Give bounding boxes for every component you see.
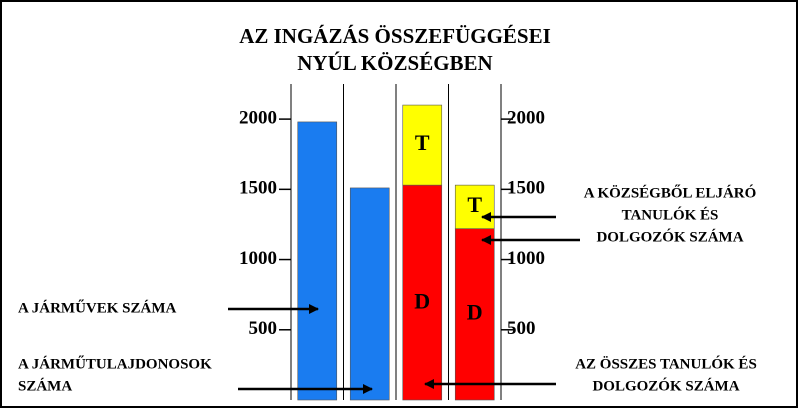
y-tick-label: 2000 <box>239 107 277 128</box>
segment-label: T <box>467 192 482 217</box>
annotation: TANULÓK ÉS <box>622 206 719 223</box>
bar-segment <box>402 104 443 186</box>
bar-segment <box>402 184 443 401</box>
annotation: AZ ÖSSZES TANULÓK ÉS <box>575 355 757 372</box>
segment-label: T <box>415 130 430 155</box>
annotation: A KÖZSÉGBŐL ELJÁRÓ <box>584 184 757 201</box>
annotation: SZÁMA <box>18 377 72 394</box>
annotation: A JÁRMŰVEK SZÁMA <box>18 299 177 316</box>
bar-segment <box>349 187 390 401</box>
y2-tick-label: 2000 <box>507 107 545 128</box>
chart-title: AZ INGÁZÁS ÖSSZEFÜGGÉSEI <box>239 24 551 48</box>
y2-tick-label: 1000 <box>507 248 545 269</box>
chart-title: NYÚL KÖZSÉGBEN <box>297 51 492 75</box>
annotation: A JÁRMŰTULAJDONOSOK <box>18 355 212 372</box>
segment-label: D <box>414 288 430 313</box>
annotation: DOLGOZÓK SZÁMA <box>596 228 743 245</box>
y-tick-label: 500 <box>249 318 278 339</box>
y-tick-label: 1000 <box>239 248 277 269</box>
annotation: DOLGOZÓK SZÁMA <box>592 377 739 394</box>
bar-segment <box>297 121 338 401</box>
y2-tick-label: 500 <box>507 318 536 339</box>
y-tick-label: 1500 <box>239 178 277 199</box>
y2-tick-label: 1500 <box>507 178 545 199</box>
segment-label: D <box>467 299 483 324</box>
